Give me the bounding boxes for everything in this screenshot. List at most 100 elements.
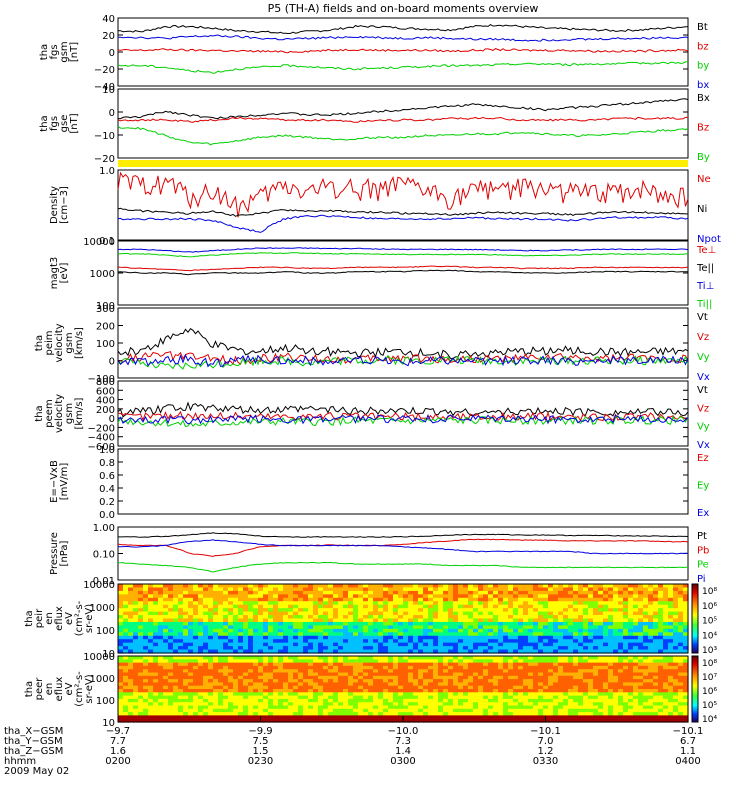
spectrogram-cell xyxy=(398,659,404,664)
spectrogram-cell xyxy=(323,689,329,693)
spectrogram-cell xyxy=(523,705,529,710)
spectrogram-cell xyxy=(643,621,649,626)
spectrogram-cell xyxy=(473,628,479,633)
spectrogram-cell xyxy=(388,715,394,720)
spectrogram-cell xyxy=(618,646,624,651)
spectrogram-cell xyxy=(673,632,679,637)
spectrogram-cell xyxy=(258,587,264,592)
spectrogram-cell xyxy=(633,608,639,613)
x-tick-y: 7.5 xyxy=(253,736,269,747)
spectrogram-cell xyxy=(518,685,524,690)
spectrogram-cell xyxy=(118,659,124,664)
spectrogram-cell xyxy=(518,662,524,667)
spectrogram-cell xyxy=(638,656,644,660)
spectrogram-cell xyxy=(173,675,179,680)
spectrogram-cell xyxy=(588,659,594,664)
spectrogram-cell xyxy=(428,646,434,651)
spectrogram-cell xyxy=(478,608,484,613)
spectrogram-cell xyxy=(573,672,579,677)
spectrogram-cell xyxy=(443,611,449,616)
spectrogram-cell xyxy=(168,649,174,654)
spectrogram-cell xyxy=(353,698,359,703)
spectrogram-cell xyxy=(398,665,404,670)
spectrogram-cell xyxy=(388,705,394,710)
series-peim-velocity-vx xyxy=(117,353,689,368)
spectrogram-cell xyxy=(653,608,659,613)
spectrogram-cell xyxy=(653,621,659,626)
y-axis-label: fgs xyxy=(49,116,60,131)
spectrogram-cell xyxy=(253,689,259,693)
spectrogram-cell xyxy=(303,708,309,713)
spectrogram-cell xyxy=(333,659,339,664)
spectrogram-cell xyxy=(248,621,254,626)
spectrogram-cell xyxy=(353,712,359,716)
x-tick-z: 1.1 xyxy=(680,746,696,757)
spectrogram-cell xyxy=(368,639,374,644)
spectrogram-cell xyxy=(663,689,669,693)
spectrogram-cell xyxy=(193,594,199,599)
spectrogram-cell xyxy=(213,639,219,644)
spectrogram-cell xyxy=(313,594,319,599)
spectrogram-cell xyxy=(228,625,234,630)
spectrogram-cell xyxy=(408,698,414,703)
spectrogram-cell xyxy=(538,584,544,589)
spectrogram-cell xyxy=(213,669,219,674)
spectrogram-cell xyxy=(448,718,454,723)
spectrogram-cell xyxy=(653,649,659,654)
spectrogram-cell xyxy=(173,608,179,613)
spectrogram-cell xyxy=(548,615,554,620)
spectrogram-cell xyxy=(153,718,159,723)
y-axis-label: [mV/m] xyxy=(59,463,70,501)
spectrogram-cell xyxy=(613,705,619,710)
spectrogram-cell xyxy=(128,646,134,651)
spectrogram-cell xyxy=(448,705,454,710)
spectrogram-cell xyxy=(338,587,344,592)
spectrogram-cell xyxy=(263,662,269,667)
spectrogram-cell xyxy=(263,692,269,697)
spectrogram-cell xyxy=(478,715,484,720)
spectrogram-cell xyxy=(498,669,504,674)
spectrogram-cell xyxy=(578,628,584,633)
spectrogram-cell xyxy=(668,669,674,674)
spectrogram-cell xyxy=(263,705,269,710)
spectrogram-cell xyxy=(668,662,674,667)
spectrogram-cell xyxy=(583,689,589,693)
spectrogram-cell xyxy=(263,635,269,640)
spectrogram-cell xyxy=(153,597,159,602)
spectrogram-cell xyxy=(313,679,319,683)
spectrogram-cell xyxy=(128,656,134,660)
spectrogram-cell xyxy=(318,590,324,595)
spectrogram-cell xyxy=(408,597,414,602)
spectrogram-cell xyxy=(253,590,259,595)
legend-npot: Npot xyxy=(697,234,721,245)
spectrogram-cell xyxy=(658,669,664,674)
spectrogram-cell xyxy=(513,672,519,677)
spectrogram-cell xyxy=(198,708,204,713)
spectrogram-cell xyxy=(413,587,419,592)
spectrogram-cell xyxy=(308,712,314,716)
spectrogram-cell xyxy=(203,702,209,707)
spectrogram-cell xyxy=(428,639,434,644)
spectrogram-cell xyxy=(278,642,284,647)
x-tick-x: −9.9 xyxy=(248,726,272,737)
spectrogram-cell xyxy=(133,590,139,595)
spectrogram-cell xyxy=(618,632,624,637)
spectrogram-cell xyxy=(153,656,159,660)
spectrogram-cell xyxy=(388,682,394,687)
spectrogram-cell xyxy=(408,682,414,687)
spectrogram-cell xyxy=(163,594,169,599)
spectrogram-cell xyxy=(258,632,264,637)
spectrogram-cell xyxy=(333,685,339,690)
spectrogram-cell xyxy=(653,715,659,720)
spectrogram-cell xyxy=(448,669,454,674)
spectrogram-cell xyxy=(303,639,309,644)
spectrogram-cell xyxy=(233,662,239,667)
x-axis-row-label: hhmm xyxy=(4,756,36,767)
spectrogram-cell xyxy=(408,584,414,589)
spectrogram-cell xyxy=(678,621,684,626)
spectrogram-cell xyxy=(373,665,379,670)
spectrogram-cell xyxy=(533,659,539,664)
spectrogram-cell xyxy=(628,639,634,644)
spectrogram-cell xyxy=(498,646,504,651)
spectrogram-cell xyxy=(268,682,274,687)
